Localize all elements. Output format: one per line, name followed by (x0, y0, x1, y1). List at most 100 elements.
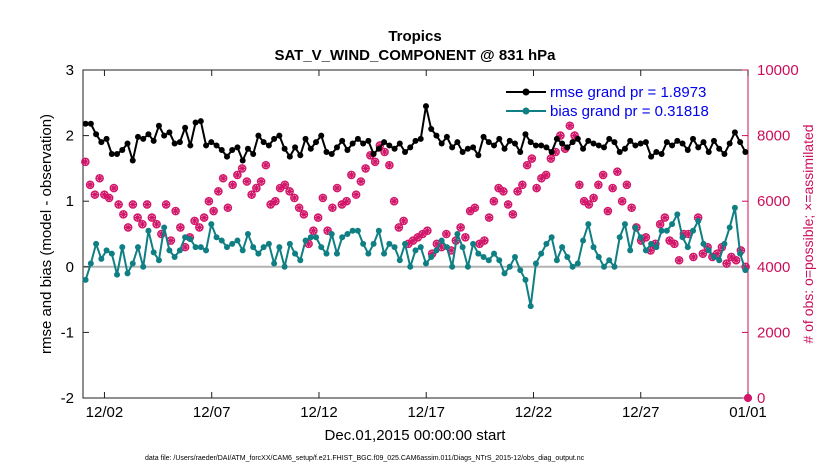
bias-point (695, 217, 702, 224)
rmse-point (480, 133, 487, 140)
rmse-point (475, 152, 482, 159)
obs-assimilated-marker (228, 181, 237, 189)
obs-assimilated-marker (338, 200, 346, 209)
rmse-point (428, 126, 435, 133)
obs-assimilated-marker (323, 226, 332, 235)
rmse-point (114, 150, 121, 157)
rmse-point (496, 135, 503, 142)
bias-point (621, 221, 628, 228)
chart-title: Tropics (388, 28, 441, 45)
rmse-point (98, 139, 105, 146)
bias-point (323, 250, 330, 257)
rmse-point (690, 135, 697, 142)
bias-point (616, 234, 623, 241)
x-axis-label: Dec.01,2015 00:00:00 start (325, 427, 507, 444)
obs-assimilated-marker (361, 164, 370, 173)
bias-point (653, 244, 660, 251)
bias-point (402, 240, 409, 247)
bias-point (150, 249, 157, 256)
obs-assimilated-marker (547, 154, 555, 163)
obs-assimilated-marker (504, 200, 512, 209)
obs-assimilated-marker (195, 223, 204, 232)
rmse-point (459, 149, 466, 155)
obs-assimilated-marker (608, 184, 617, 192)
rmse-point (150, 137, 157, 144)
bias-point (590, 244, 597, 251)
obs-assimilated-marker (494, 184, 503, 192)
bias-point (98, 255, 105, 262)
obs-assimilated-marker (551, 148, 560, 156)
bias-point (250, 244, 257, 251)
obs-assimilated-marker (205, 197, 213, 205)
rmse-point (124, 140, 131, 147)
rmse-point (485, 139, 492, 146)
obs-assimilated-marker (157, 230, 166, 238)
rmse-point (140, 135, 147, 142)
rmse-point (501, 145, 508, 152)
obs-assimilated-marker (252, 184, 261, 192)
obs-assimilated-marker (309, 226, 318, 235)
y-axis-label: rmse and bias (model - observation) (38, 114, 55, 354)
bias-point (297, 257, 304, 264)
obs-assimilated-marker (271, 197, 280, 205)
obs-assimilated-marker (646, 246, 655, 255)
obs-assimilated-marker (371, 158, 379, 166)
data-file-footer: data file: /Users/raeder/DAI/ATM_forcXX/… (145, 455, 585, 462)
rmse-point (239, 157, 246, 164)
bias-point (276, 244, 283, 251)
rmse-point (166, 129, 173, 136)
rmse-point (323, 149, 330, 155)
obs-assimilated-marker (314, 213, 322, 222)
x-tick-label: 12/17 (407, 404, 445, 421)
rmse-point (255, 132, 262, 139)
bias-point (103, 247, 110, 254)
rmse-point (737, 139, 744, 146)
bias-point (574, 260, 581, 267)
y2-axis-ticks: 0 2000 4000 6000 8000 10000 (742, 62, 799, 407)
bias-point (234, 237, 241, 244)
bias-point (690, 227, 697, 234)
obs-assimilated-marker (167, 236, 175, 245)
bias-point (527, 303, 534, 310)
obs-assimilated-marker (119, 210, 128, 219)
rmse-point (365, 137, 372, 144)
obs-count-markers (81, 121, 753, 403)
rmse-point (119, 147, 126, 154)
bias-point (265, 240, 272, 247)
obs-assimilated-marker (143, 200, 151, 209)
obs-assimilated-marker (328, 203, 337, 212)
obs-assimilated-marker (528, 154, 536, 163)
y-tick-label: -2 (61, 390, 74, 407)
obs-assimilated-marker (342, 197, 351, 205)
y2-tick-label: 10000 (757, 62, 799, 79)
bias-point (601, 263, 608, 270)
obs-assimilated-marker (295, 203, 303, 212)
rmse-point (464, 145, 471, 152)
obs-assimilated-marker (509, 210, 517, 219)
bias-point (302, 237, 309, 244)
rmse-point (470, 144, 477, 151)
y2-axis-label: # of obs: o=possible; ×=assimilated (800, 124, 816, 343)
obs-assimilated-marker (599, 171, 607, 179)
bias-point (485, 257, 492, 264)
bias-point (438, 237, 445, 244)
bias-point (731, 204, 738, 211)
bias-point (260, 244, 267, 251)
rmse-point (344, 147, 351, 154)
x-axis-ticks: 12/02 12/07 12/12 12/17 12/22 12/27 01/01 (86, 70, 767, 421)
bias-point (134, 244, 141, 251)
rmse-point (422, 103, 429, 110)
bias-point (674, 211, 681, 218)
legend-rmse-label: rmse grand pr = 1.8973 (550, 84, 706, 101)
obs-assimilated-marker (532, 184, 541, 192)
bias-point (658, 227, 665, 234)
rmse-point (171, 140, 178, 147)
rmse-point (402, 149, 409, 155)
bias-point (203, 247, 210, 254)
bias-point (543, 240, 550, 247)
rmse-point (731, 129, 738, 136)
obs-assimilated-marker (243, 177, 251, 186)
obs-assimilated-marker (513, 187, 522, 196)
obs-assimilated-marker (214, 187, 223, 196)
legend-bias-label: bias grand pr = 0.31818 (550, 103, 709, 120)
